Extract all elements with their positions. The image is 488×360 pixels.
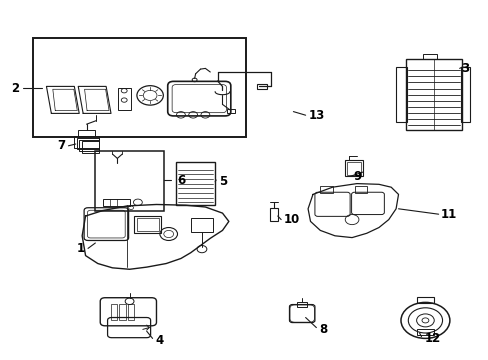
Text: 6: 6 [177, 174, 185, 186]
Bar [79, 140, 99, 151]
Bar [346, 162, 360, 175]
Text: 7: 7 [57, 139, 65, 152]
Bar [176, 162, 215, 205]
Bar [227, 109, 235, 113]
Text: 13: 13 [308, 109, 325, 122]
Bar [320, 186, 332, 193]
Text: 1: 1 [76, 242, 84, 255]
Text: 5: 5 [218, 175, 226, 188]
Text: 4: 4 [155, 334, 163, 347]
Text: 2: 2 [11, 82, 20, 95]
Text: 12: 12 [424, 332, 440, 345]
Bar [405, 59, 461, 130]
Bar [33, 38, 245, 137]
Bar [128, 304, 134, 320]
Text: 3: 3 [461, 62, 469, 75]
Text: 8: 8 [319, 323, 327, 336]
Bar [344, 160, 363, 176]
Bar [297, 302, 306, 307]
Bar [422, 54, 436, 59]
Bar [190, 218, 212, 232]
Text: 11: 11 [440, 208, 456, 221]
Bar [416, 297, 433, 303]
Text: 10: 10 [283, 213, 299, 226]
Bar [119, 304, 125, 320]
Bar [102, 199, 129, 206]
Bar [118, 88, 130, 110]
Bar [74, 136, 99, 148]
Bar [81, 141, 99, 153]
Bar [95, 151, 163, 211]
Bar [460, 67, 469, 122]
Bar [354, 186, 366, 193]
Bar [78, 130, 95, 136]
Bar [256, 84, 266, 89]
Bar [395, 67, 406, 122]
Bar [134, 216, 161, 233]
Bar [416, 329, 433, 335]
Bar [77, 138, 99, 149]
Bar [270, 208, 277, 221]
Text: 9: 9 [352, 170, 361, 183]
Bar [137, 218, 159, 231]
Bar [110, 304, 117, 320]
